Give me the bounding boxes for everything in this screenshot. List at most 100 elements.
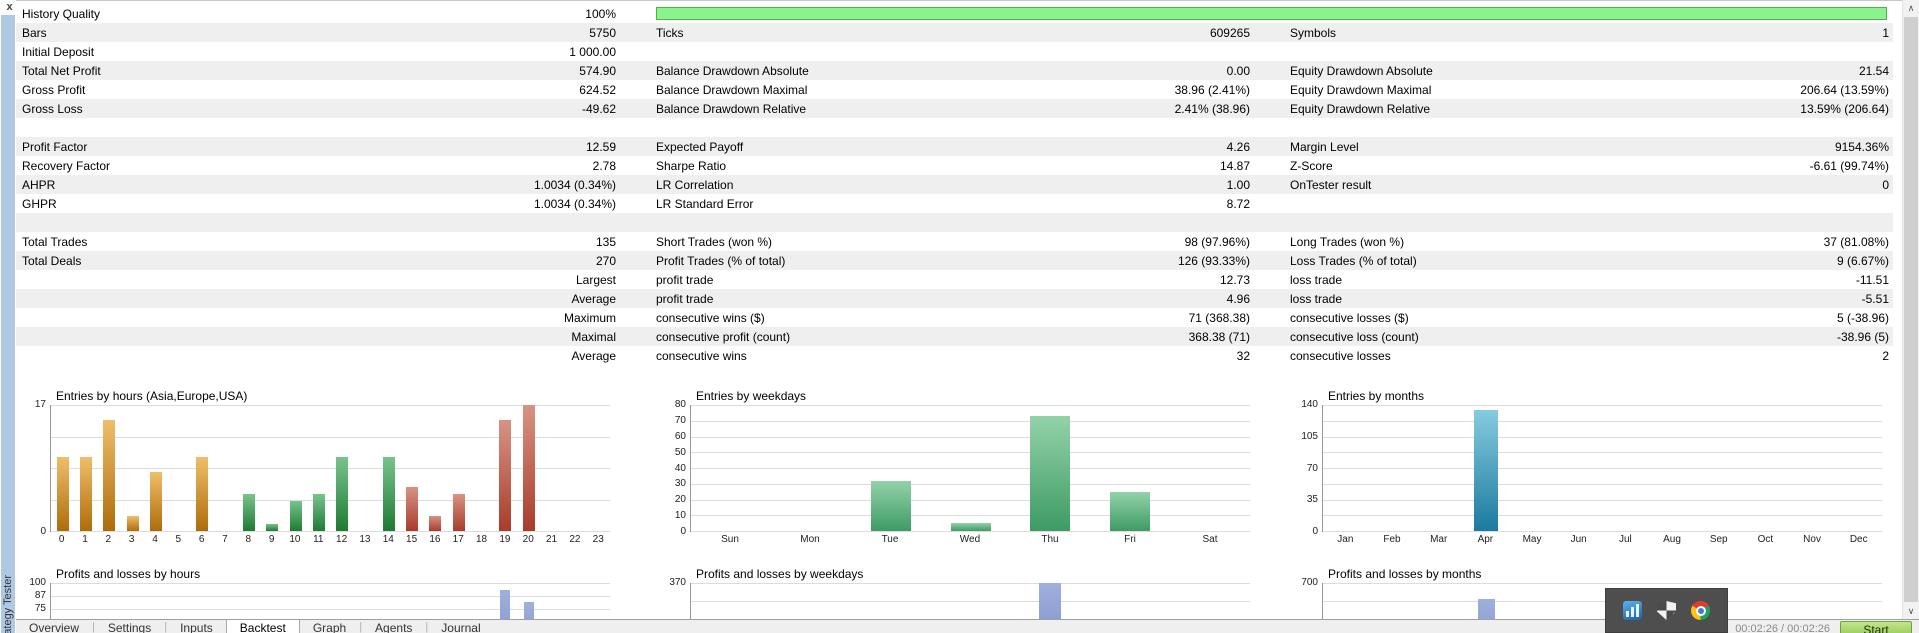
x-tick-label: Aug [1663,534,1681,545]
table-row: Total Net Profit 574.90 Balance Drawdown A… [16,61,1893,80]
table-row: Gross Profit 624.52 Balance Drawdown Maxim… [16,80,1893,99]
y-axis: 700 [1301,577,1318,588]
chrome-icon[interactable] [1691,601,1710,620]
entries-by-weekdays-chart: Entries by weekdays 80 70 60 50 40 30 20 10 0 Su… [656,389,1256,546]
stat-value: 135 [595,234,616,249]
x-tick-label: 22 [569,534,581,545]
x-tick-label: Jan [1337,534,1354,545]
table-row: Maximum consecutive wins ($) 71 (368.38) co… [16,308,1893,327]
stat-label: profit trade [656,272,714,287]
bar [429,516,442,531]
chart-title: Profits and losses by hours [56,567,201,581]
close-panel-button[interactable]: x [3,0,16,14]
defender-shield-icon[interactable] [1657,601,1676,620]
chart-title: Profits and losses by weekdays [696,567,864,581]
bar [406,486,419,531]
x-tick-label: 23 [592,534,604,545]
stat-label: LR Correlation [656,177,734,192]
stat-value: -6.61 (99.74%) [1809,158,1889,173]
tab-journal[interactable]: Journal [441,621,481,633]
y-axis: 100 87 75 [29,577,46,614]
stat-label: Balance Drawdown Maximal [656,82,808,97]
bar [126,516,139,531]
table-row: Total Deals 270 Profit Trades (% of total)… [16,251,1893,270]
table-row: Total Trades 135 Short Trades (won %) 98 (9… [16,232,1893,251]
stat-value: 32 [1236,348,1250,363]
x-tick-label: 13 [359,534,371,545]
chart-title: Profits and losses by months [1328,567,1482,581]
stat-label: Long Trades (won %) [1290,234,1405,249]
tab-separator: | [359,621,363,633]
x-tick-label: 3 [128,534,135,545]
y-axis: 80 70 60 50 40 30 20 10 0 [674,399,686,537]
table-row: AHPR 1.0034 (0.34%) LR Correlation 1.00 OnTe… [16,175,1893,194]
x-tick-label: Mon [800,534,820,545]
x-axis: 0 1 2 3 4 5 6 7 8 9 10 11 12 13 14 15 16 17 18 19 20 21 22 23 [50,532,610,546]
bar [56,456,69,531]
table-row: Average profit trade 4.96 loss trade -5.51 [16,289,1893,308]
table-row: History Quality 100% [16,4,1893,23]
vertical-scrollbar[interactable]: ∧ ∨ [1902,0,1919,619]
x-axis: Jan Feb Mar Apr May Jun Jul Aug Sep Oct Nov Dec [1322,532,1882,546]
stat-value: Maximum [563,310,616,325]
stat-label: Balance Drawdown Absolute [656,63,809,78]
table-row: GHPR 1.0034 (0.34%) LR Standard Error 8.72 [16,194,1893,213]
table-row: Recovery Factor 2.78 Sharpe Ratio 14.87 Z-Sc… [16,156,1893,175]
scroll-up-icon[interactable]: ∧ [1903,0,1919,16]
x-tick-label: Sun [721,534,739,545]
taskbar-overlay [1605,588,1728,633]
table-row: Maximal consecutive profit (count) 368.38 … [16,327,1893,346]
tab-graph[interactable]: Graph [312,621,347,633]
stat-value: -11.51 [1855,272,1889,287]
bar [870,480,911,531]
x-tick-label: Tue [881,534,899,545]
chart-title: Entries by weekdays [696,389,807,403]
x-tick-label: 7 [222,534,228,545]
stat-value: 1.0034 (0.34%) [533,177,616,192]
stat-value: 12.73 [1219,272,1250,287]
stat-label: loss trade [1290,291,1343,306]
stat-value: 9 (6.67%) [1836,253,1889,268]
tab-separator: | [164,621,168,633]
stat-value: 609265 [1209,25,1250,40]
x-tick-label: 4 [152,534,158,545]
bar [79,456,92,531]
stat-label: Z-Score [1290,158,1333,173]
stat-value: 126 (93.33%) [1177,253,1250,268]
x-tick-label: 1 [82,534,88,545]
start-button[interactable]: Start [1840,621,1912,633]
x-tick-label: 20 [522,534,534,545]
chart-title: Entries by months [1328,389,1425,403]
stat-value: Maximal [571,329,616,344]
scrollbar-thumb[interactable] [1904,17,1918,602]
bar [266,523,279,531]
bar [336,456,349,531]
charts-area: Entries by hours (Asia,Europe,USA) 17 0 0… [16,383,1902,633]
bar [499,419,512,531]
tab-inputs[interactable]: Inputs [180,621,213,633]
bar [149,471,162,531]
history-quality-progress [620,7,1893,20]
x-tick-label: Fri [1124,534,1136,545]
x-tick-label: 8 [245,534,252,545]
stat-value: 38.96 (2.41%) [1174,82,1250,97]
tab-agents[interactable]: Agents [375,621,413,633]
bar [950,523,991,531]
tester-bottom-bar: Overview | Settings | Inputs Backtest Graph | Ag… [16,619,1919,633]
tab-backtest[interactable]: Backtest [225,620,300,633]
panel-title: Strategy Tester [2,575,14,633]
stat-label: Total Net Profit [22,63,101,78]
tab-overview[interactable]: Overview [29,621,80,633]
stat-value: 2.78 [592,158,616,173]
stat-value: -49.62 [581,101,616,116]
bar [452,493,465,531]
stat-value: 8.72 [1226,196,1250,211]
scroll-down-icon[interactable]: ∨ [1903,603,1919,619]
stat-value: 1 000.00 [569,44,616,59]
entries-by-months-chart: Entries by months 140 105 70 35 0 Jan Feb Mar A… [1288,389,1888,546]
bar [1474,409,1499,531]
tab-settings[interactable]: Settings [107,621,152,633]
metatrader-icon[interactable] [1623,601,1642,620]
stat-label: Bars [22,25,47,40]
stat-value: -38.96 (5) [1836,329,1889,344]
